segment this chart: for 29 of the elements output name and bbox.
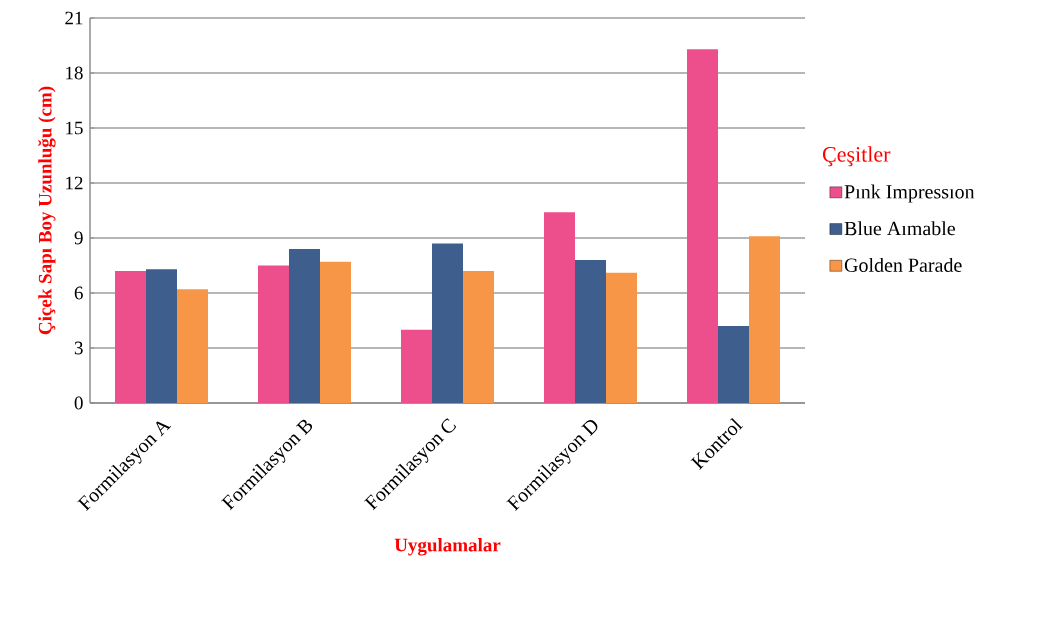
y-axis-title: Çiçek Sapı Boy Uzunluğu (cm) bbox=[38, 86, 56, 335]
bar bbox=[687, 49, 718, 403]
bar bbox=[606, 272, 637, 403]
bar bbox=[177, 289, 208, 403]
legend-label: Golden Parade bbox=[844, 257, 962, 272]
y-tick-label: 15 bbox=[66, 121, 83, 135]
y-tick-label: 3 bbox=[74, 341, 83, 355]
y-tick-label: 12 bbox=[66, 176, 83, 190]
bar bbox=[115, 271, 146, 403]
bar bbox=[749, 236, 780, 403]
bar bbox=[544, 212, 575, 403]
legend-title: Çeşitler bbox=[822, 146, 891, 167]
bar bbox=[146, 269, 177, 403]
bar bbox=[575, 260, 606, 403]
y-tick-label: 9 bbox=[74, 231, 83, 245]
y-tick-label: 0 bbox=[74, 396, 83, 410]
bar bbox=[463, 271, 494, 403]
bar bbox=[718, 326, 749, 403]
legend-label: Pınk Impressıon bbox=[844, 184, 975, 203]
legend-label: Blue Aımable bbox=[844, 221, 955, 236]
bar bbox=[289, 249, 320, 403]
bar bbox=[258, 265, 289, 403]
y-tick-label: 21 bbox=[65, 11, 83, 25]
x-axis-title: Uygulamalar bbox=[394, 538, 501, 556]
bar bbox=[432, 243, 463, 403]
y-tick-label: 6 bbox=[74, 286, 83, 300]
bar bbox=[320, 261, 351, 403]
bar bbox=[401, 329, 432, 403]
y-tick-label: 18 bbox=[66, 66, 83, 80]
